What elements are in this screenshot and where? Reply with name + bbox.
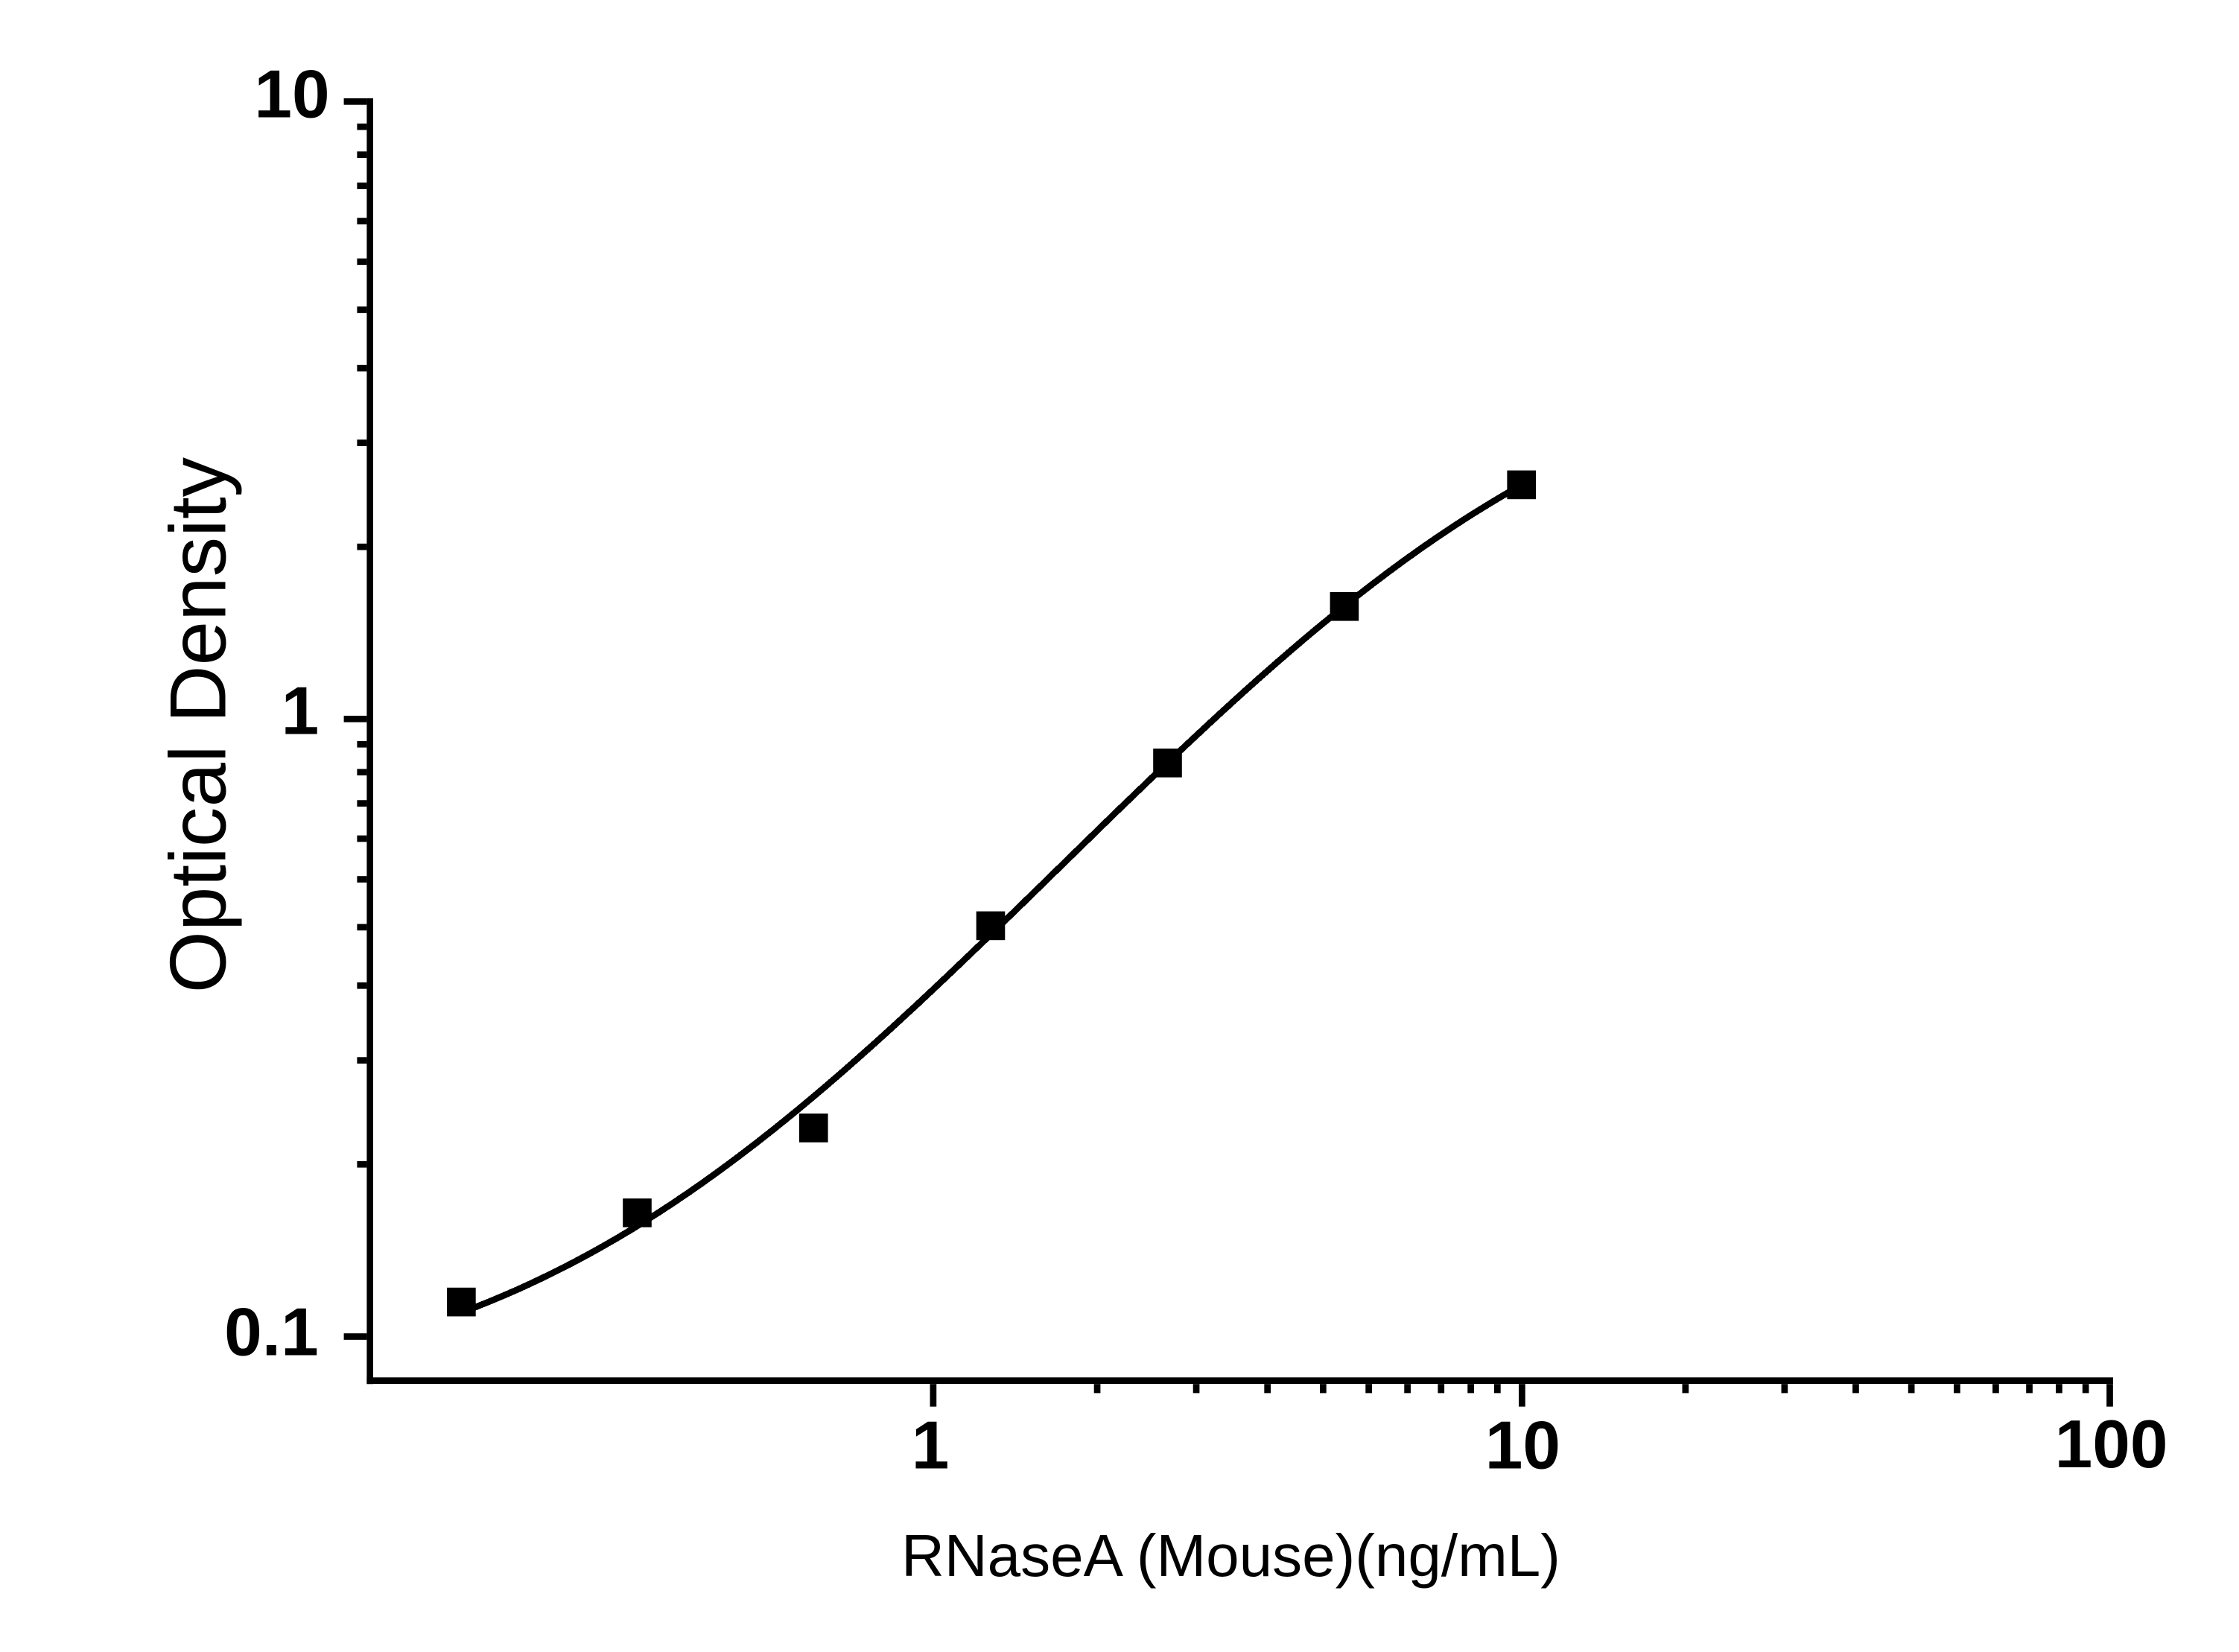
svg-text:1: 1 (282, 673, 320, 749)
svg-text:1: 1 (912, 1408, 950, 1484)
svg-text:100: 100 (2055, 1407, 2168, 1482)
svg-text:10: 10 (254, 57, 329, 133)
svg-text:Optical Density: Optical Density (153, 457, 243, 993)
svg-text:10: 10 (1485, 1408, 1560, 1484)
svg-text:0.1: 0.1 (224, 1295, 319, 1370)
svg-text:RNaseA (Mouse)(ng/mL): RNaseA (Mouse)(ng/mL) (901, 1522, 1560, 1589)
